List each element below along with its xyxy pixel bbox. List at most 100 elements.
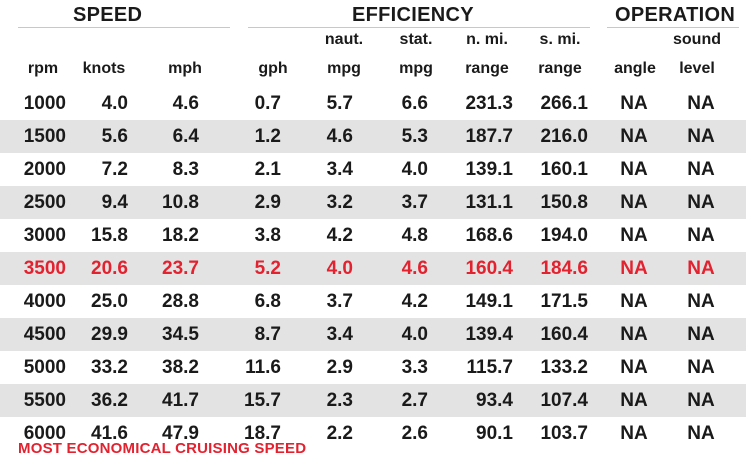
table-row: 2500 9.4 10.8 2.9 3.2 3.7 131.1 150.8 NA NA (0, 186, 746, 219)
table-cell: 3.4 (326, 159, 353, 180)
table-cell: 2.9 (326, 357, 353, 378)
column-header-7-bottom: range (538, 60, 582, 77)
table-cell: 5.2 (254, 258, 281, 279)
table-cell: 266.1 (540, 93, 588, 114)
table-row: 6000 41.6 47.9 18.7 2.2 2.6 90.1 103.7 NA NA (0, 417, 746, 450)
table-cell: 133.2 (540, 357, 588, 378)
table-row: 3500 20.6 23.7 5.2 4.0 4.6 160.4 184.6 NA NA (0, 252, 746, 285)
table-cell: 3000 (23, 225, 66, 246)
group-header-speed: SPEED (18, 2, 230, 28)
column-header-4-bottom: mpg (327, 60, 361, 77)
table-cell: 1500 (23, 126, 66, 147)
table-cell: 15.7 (244, 390, 281, 411)
table-cell: NA (620, 357, 648, 378)
table-cell: NA (687, 93, 715, 114)
column-header-5-bottom: mpg (399, 60, 433, 77)
table-cell: 2.6 (401, 423, 428, 444)
table-cell: 4.6 (326, 126, 353, 147)
table-cell: 38.2 (162, 357, 199, 378)
column-header-6-top: n. mi. (466, 31, 508, 48)
table-cell: NA (687, 291, 715, 312)
table-row: 1500 5.6 6.4 1.2 4.6 5.3 187.7 216.0 NA NA (0, 120, 746, 153)
table-cell: NA (620, 291, 648, 312)
table-cell: 41.6 (91, 423, 128, 444)
table-cell: 2.3 (326, 390, 353, 411)
table-cell: 25.0 (91, 291, 128, 312)
table-cell: NA (620, 225, 648, 246)
table-row: 5500 36.2 41.7 15.7 2.3 2.7 93.4 107.4 NA NA (0, 384, 746, 417)
table-cell: 29.9 (91, 324, 128, 345)
table-cell: 23.7 (162, 258, 199, 279)
table-cell: 139.4 (465, 324, 513, 345)
column-header-9-top: sound (673, 31, 721, 48)
table-cell: 5000 (23, 357, 66, 378)
table-cell: 4.0 (101, 93, 128, 114)
table-cell: 184.6 (540, 258, 588, 279)
table-cell: NA (687, 159, 715, 180)
column-header-2-bottom: mph (168, 60, 202, 77)
table-row: 3000 15.8 18.2 3.8 4.2 4.8 168.6 194.0 NA NA (0, 219, 746, 252)
table-cell: 47.9 (162, 423, 199, 444)
table-cell: 6.6 (401, 93, 428, 114)
table-cell: 115.7 (466, 357, 514, 378)
table-row: 4000 25.0 28.8 6.8 3.7 4.2 149.1 171.5 NA NA (0, 285, 746, 318)
table-cell: 3.4 (326, 324, 353, 345)
table-cell: 3500 (23, 258, 66, 279)
table-row: 4500 29.9 34.5 8.7 3.4 4.0 139.4 160.4 NA NA (0, 318, 746, 351)
table-cell: 1.2 (254, 126, 281, 147)
table-cell: 2.9 (254, 192, 281, 213)
table-cell: NA (687, 258, 715, 279)
column-header-1-bottom: knots (82, 60, 126, 77)
table-cell: 2000 (23, 159, 66, 180)
table-cell: 90.1 (476, 423, 513, 444)
table-cell: 11.6 (245, 357, 281, 378)
table-cell: 20.6 (91, 258, 128, 279)
table-row: 5000 33.2 38.2 11.6 2.9 3.3 115.7 133.2 NA NA (0, 351, 746, 384)
table-cell: 4.6 (401, 258, 428, 279)
table-cell: 4.2 (326, 225, 353, 246)
table-cell: 4.0 (401, 324, 428, 345)
column-header-7-top: s. mi. (539, 31, 581, 48)
column-header-6-bottom: range (465, 60, 509, 77)
table-cell: 5500 (23, 390, 66, 411)
table-cell: 2500 (23, 192, 66, 213)
table-cell: 6.4 (172, 126, 199, 147)
table-cell: 171.5 (540, 291, 588, 312)
table-cell: NA (687, 225, 715, 246)
table-cell: 160.4 (540, 324, 588, 345)
table-cell: 168.6 (465, 225, 513, 246)
table-row: 1000 4.0 4.6 0.7 5.7 6.6 231.3 266.1 NA NA (0, 87, 746, 120)
table-cell: 4.0 (401, 159, 428, 180)
table-cell: NA (620, 258, 648, 279)
table-cell: 7.2 (101, 159, 128, 180)
table-cell: 6000 (23, 423, 66, 444)
table-cell: 28.8 (162, 291, 199, 312)
table-cell: NA (687, 390, 715, 411)
table-row: 2000 7.2 8.3 2.1 3.4 4.0 139.1 160.1 NA NA (0, 153, 746, 186)
table-cell: 194.0 (540, 225, 588, 246)
table-cell: 93.4 (476, 390, 513, 411)
table-cell: 2.7 (401, 390, 428, 411)
table-cell: 4.2 (401, 291, 428, 312)
group-header-efficiency: EFFICIENCY (248, 2, 590, 28)
table-cell: NA (620, 126, 648, 147)
table-cell: 216.0 (540, 126, 588, 147)
table-cell: NA (687, 192, 715, 213)
table-cell: 3.7 (326, 291, 353, 312)
table-cell: 8.3 (172, 159, 199, 180)
table-cell: 160.4 (465, 258, 513, 279)
group-header-operation: OPERATION (607, 2, 739, 28)
table-cell: 5.7 (326, 93, 353, 114)
table-cell: NA (687, 357, 715, 378)
table-cell: NA (620, 192, 648, 213)
table-cell: 4000 (23, 291, 66, 312)
table-cell: 2.2 (326, 423, 353, 444)
column-header-8-bottom: angle (614, 60, 656, 77)
table-cell: 5.6 (101, 126, 128, 147)
table-cell: NA (620, 324, 648, 345)
table-cell: 9.4 (101, 192, 128, 213)
column-header-0-bottom: rpm (27, 60, 59, 77)
table-cell: 5.3 (401, 126, 428, 147)
table-cell: 139.1 (465, 159, 513, 180)
table-cell: NA (620, 93, 648, 114)
